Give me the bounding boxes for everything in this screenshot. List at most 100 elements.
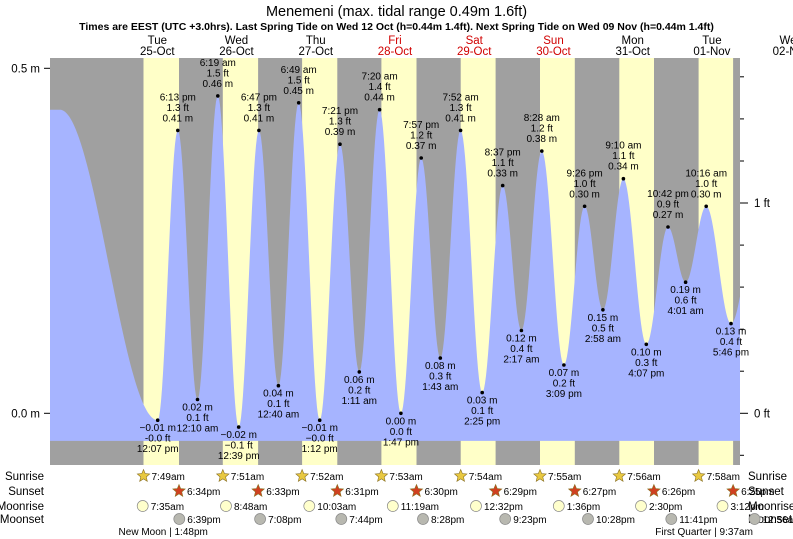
- tide-label: 0.38 m: [527, 134, 558, 145]
- tide-label: 0.4 ft: [510, 344, 532, 355]
- astro-time: 6:39pm: [187, 515, 220, 526]
- day-header-date: 30-Oct: [536, 46, 571, 58]
- day-header-date: 01-Nov: [693, 46, 730, 58]
- tide-label: 12:40 am: [258, 410, 300, 421]
- tide-label: -0.0 ft: [145, 434, 171, 445]
- tide-label: 1.2 ft: [531, 124, 553, 135]
- tide-point: [562, 363, 566, 367]
- astro-marker: [567, 483, 582, 497]
- tide-point: [377, 107, 382, 112]
- tide-label: −0.01 m: [139, 423, 175, 434]
- tide-label: 0.39 m: [325, 127, 356, 138]
- tide-label: 6:49 am: [281, 65, 317, 76]
- astro-time: 11:19am: [401, 502, 439, 513]
- tide-point: [683, 280, 688, 285]
- astro-time: 7:55am: [548, 472, 581, 483]
- tide-point: [480, 390, 485, 395]
- astro-marker: [374, 468, 389, 482]
- moon-phases: New Moon | 1:48pm First Quarter | 9:37am: [119, 527, 753, 538]
- day-header-date: 28-Oct: [378, 46, 413, 58]
- astro-marker: [335, 513, 348, 525]
- day-header-dow: Sun: [543, 35, 563, 47]
- tide-label: 1.5 ft: [288, 75, 310, 86]
- tide-label: 10:42 pm: [647, 189, 689, 200]
- tide-label: 0.0 ft: [390, 427, 412, 438]
- tide-point: [419, 156, 424, 160]
- tide-label: 0.27 m: [653, 210, 684, 221]
- day-header-dow: Sat: [466, 35, 484, 47]
- tide-label: 0.03 m: [467, 396, 498, 407]
- tide-point: [216, 94, 220, 98]
- tide-label: 6:47 pm: [241, 92, 277, 103]
- tide-label: 0.34 m: [608, 162, 639, 173]
- tide-label: 1.0 ft: [573, 179, 595, 190]
- astro-time: 7:54am: [469, 472, 502, 483]
- tide-label: 0.5 ft: [592, 323, 614, 334]
- astro-marker: [691, 468, 706, 482]
- tide-label: −0.01 m: [301, 423, 337, 434]
- tide-label: 2:58 am: [585, 334, 621, 345]
- astro-time: 6:26pm: [662, 487, 695, 498]
- day-header-dow: Tue: [148, 35, 167, 47]
- day-header-date: 26-Oct: [219, 46, 254, 58]
- astro-time: 2:30pm: [649, 502, 682, 513]
- tide-label: 0.37 m: [406, 141, 437, 152]
- day-headers: Tue25-OctWed26-OctThu27-OctFri28-OctSat2…: [140, 35, 793, 58]
- tide-point: [276, 383, 281, 388]
- tide-label: 0.08 m: [425, 361, 456, 372]
- astro-marker: [453, 468, 468, 482]
- astro-marker: [417, 513, 429, 525]
- astro-marker: [552, 500, 565, 512]
- tide-label: 7:57 pm: [403, 120, 439, 131]
- astro-rows: Sunrise Sunrise 7:49am 7:51am 7:52am 7:53am 7:…: [0, 468, 793, 526]
- astro-marker: [172, 483, 186, 497]
- tide-label: 0.41 m: [445, 113, 476, 124]
- tide-label: 0.07 m: [549, 368, 580, 379]
- astro-marker: [488, 483, 503, 497]
- astro-time: 9:23pm: [513, 515, 546, 526]
- astro-row-label-left: Sunrise: [5, 471, 44, 483]
- astro-time: 7:56am: [627, 472, 660, 483]
- day-header-date: 02-Nov: [773, 46, 793, 58]
- tide-label: 0.04 m: [263, 389, 294, 400]
- tide-label: 9:10 am: [605, 141, 641, 152]
- chart-title: Menemeni (max. tidal range 0.49m 1.6ft): [266, 4, 527, 20]
- tide-label: 0.44 m: [364, 93, 395, 104]
- tide-label: 1.3 ft: [248, 103, 270, 114]
- tide-label: 1.3 ft: [329, 117, 351, 128]
- tide-point: [236, 425, 241, 429]
- tide-label: 0.15 m: [588, 313, 619, 324]
- day-header-dow: Tue: [702, 35, 721, 47]
- astro-marker: [612, 468, 627, 482]
- tide-label: 5:46 pm: [713, 348, 749, 359]
- astro-time: 1:36pm: [567, 502, 600, 513]
- tide-label: 0.41 m: [163, 113, 194, 124]
- tide-label: 1.1 ft: [612, 151, 634, 162]
- tide-label: 0.3 ft: [635, 358, 657, 369]
- tide-area: [50, 96, 740, 441]
- tide-label: 1:12 pm: [302, 444, 338, 455]
- astro-marker: [499, 513, 512, 525]
- astro-time: 7:08pm: [268, 515, 301, 526]
- astro-time: 7:44pm: [349, 515, 382, 526]
- tide-label: 7:21 pm: [322, 106, 358, 117]
- tide-label: 8:37 pm: [485, 148, 521, 159]
- tide-label: 0.1 ft: [186, 413, 208, 424]
- astro-marker: [136, 468, 151, 482]
- astro-time: 10:03am: [317, 502, 356, 513]
- tide-label: −0.02 m: [220, 430, 256, 441]
- day-header-dow: Wed: [225, 35, 248, 47]
- tide-label: 0.30 m: [691, 189, 722, 200]
- chart-subtitle: Times are EEST (UTC +3.0hrs). Last Sprin…: [79, 21, 714, 33]
- astro-time: 7:49am: [152, 472, 185, 483]
- astro-row-label-right: Sunrise: [748, 471, 787, 483]
- astro-marker: [254, 513, 266, 525]
- tide-point: [399, 411, 403, 416]
- astro-marker: [173, 513, 186, 525]
- astro-marker: [136, 500, 149, 512]
- tide-point: [176, 128, 180, 133]
- tide-point: [601, 308, 605, 312]
- tide-label: −0.1 ft: [225, 441, 253, 452]
